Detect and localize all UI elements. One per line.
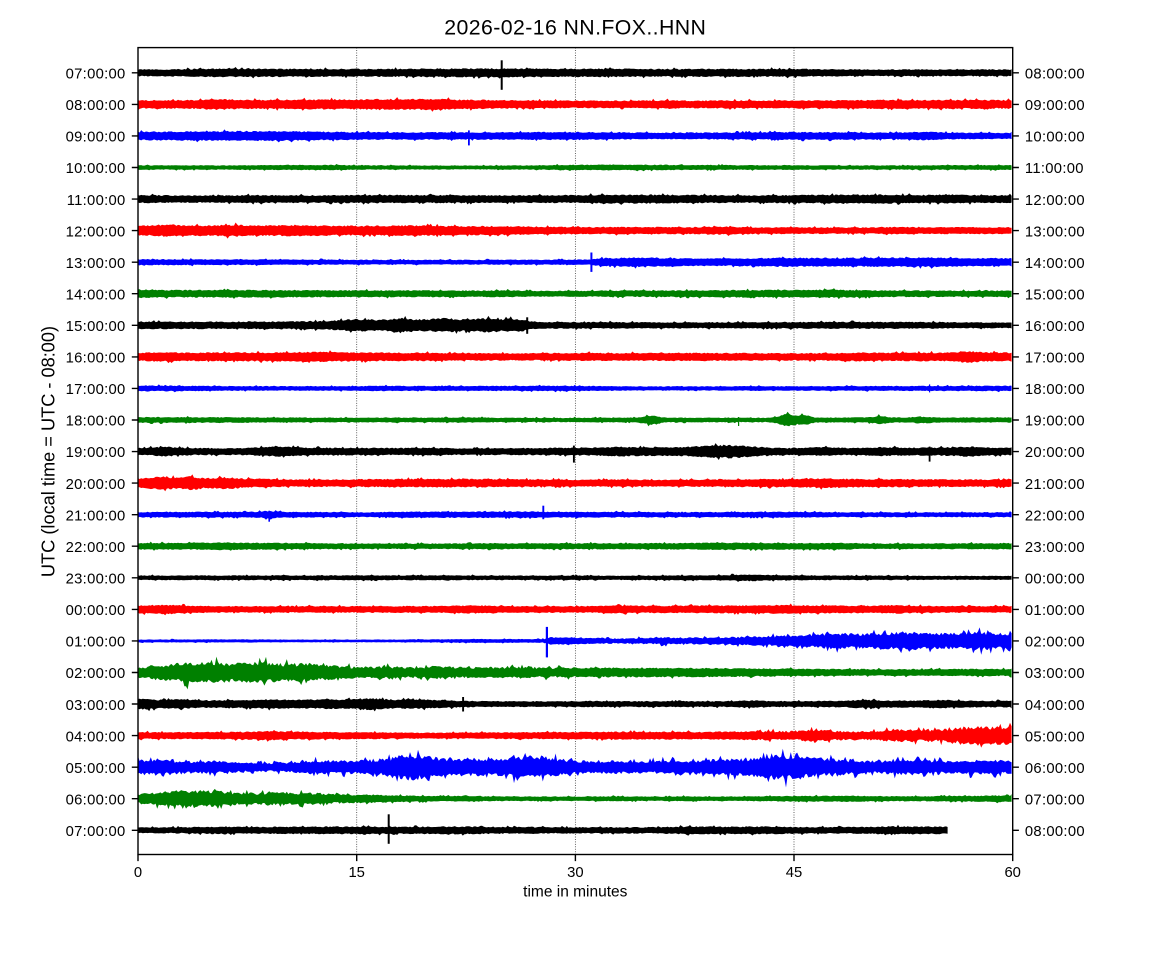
svg-text:23:00:00: 23:00:00 xyxy=(66,572,126,588)
svg-text:15: 15 xyxy=(348,865,364,881)
svg-text:13:00:00: 13:00:00 xyxy=(66,256,126,272)
svg-text:12:00:00: 12:00:00 xyxy=(66,224,126,240)
svg-text:18:00:00: 18:00:00 xyxy=(66,414,126,430)
svg-text:00:00:00: 00:00:00 xyxy=(66,603,126,619)
svg-text:23:00:00: 23:00:00 xyxy=(1025,540,1085,556)
svg-text:00:00:00: 00:00:00 xyxy=(1025,572,1085,588)
svg-text:11:00:00: 11:00:00 xyxy=(1025,161,1084,177)
svg-text:02:00:00: 02:00:00 xyxy=(66,666,126,682)
svg-text:03:00:00: 03:00:00 xyxy=(1025,666,1085,682)
svg-text:14:00:00: 14:00:00 xyxy=(1025,256,1085,272)
svg-text:20:00:00: 20:00:00 xyxy=(66,477,126,493)
svg-text:0: 0 xyxy=(134,865,142,881)
svg-text:45: 45 xyxy=(786,865,802,881)
svg-text:17:00:00: 17:00:00 xyxy=(66,382,126,398)
svg-text:08:00:00: 08:00:00 xyxy=(1025,67,1085,83)
svg-text:21:00:00: 21:00:00 xyxy=(1025,477,1085,493)
svg-text:14:00:00: 14:00:00 xyxy=(66,287,126,303)
svg-text:04:00:00: 04:00:00 xyxy=(66,729,126,745)
svg-text:15:00:00: 15:00:00 xyxy=(1025,287,1085,303)
svg-text:09:00:00: 09:00:00 xyxy=(66,130,126,146)
svg-text:22:00:00: 22:00:00 xyxy=(1025,508,1085,524)
svg-text:13:00:00: 13:00:00 xyxy=(1025,224,1085,240)
svg-text:15:00:00: 15:00:00 xyxy=(66,319,126,335)
svg-text:07:00:00: 07:00:00 xyxy=(1025,792,1085,808)
svg-text:07:00:00: 07:00:00 xyxy=(66,67,126,83)
svg-text:01:00:00: 01:00:00 xyxy=(66,635,126,651)
svg-text:08:00:00: 08:00:00 xyxy=(66,98,126,114)
svg-text:30: 30 xyxy=(567,865,583,881)
svg-text:17:00:00: 17:00:00 xyxy=(1025,351,1085,367)
svg-text:03:00:00: 03:00:00 xyxy=(66,698,126,714)
svg-text:time in minutes: time in minutes xyxy=(523,884,627,901)
svg-text:19:00:00: 19:00:00 xyxy=(66,445,126,461)
svg-text:10:00:00: 10:00:00 xyxy=(66,161,126,177)
svg-text:04:00:00: 04:00:00 xyxy=(1025,698,1085,714)
svg-text:22:00:00: 22:00:00 xyxy=(66,540,126,556)
svg-text:05:00:00: 05:00:00 xyxy=(66,761,126,777)
svg-text:16:00:00: 16:00:00 xyxy=(66,351,126,367)
svg-text:06:00:00: 06:00:00 xyxy=(1025,761,1085,777)
svg-text:08:00:00: 08:00:00 xyxy=(1025,824,1085,840)
svg-text:60: 60 xyxy=(1004,865,1020,881)
svg-text:16:00:00: 16:00:00 xyxy=(1025,319,1085,335)
svg-text:02:00:00: 02:00:00 xyxy=(1025,635,1085,651)
svg-text:07:00:00: 07:00:00 xyxy=(66,824,126,840)
svg-text:09:00:00: 09:00:00 xyxy=(1025,98,1085,114)
svg-text:18:00:00: 18:00:00 xyxy=(1025,382,1085,398)
svg-text:10:00:00: 10:00:00 xyxy=(1025,130,1085,146)
svg-text:UTC (local time = UTC - 08:00): UTC (local time = UTC - 08:00) xyxy=(38,326,58,577)
svg-text:12:00:00: 12:00:00 xyxy=(1025,193,1085,209)
svg-text:05:00:00: 05:00:00 xyxy=(1025,729,1085,745)
svg-text:19:00:00: 19:00:00 xyxy=(1025,414,1085,430)
svg-text:2026-02-16 NN.FOX..HNN: 2026-02-16 NN.FOX..HNN xyxy=(444,16,706,40)
svg-text:01:00:00: 01:00:00 xyxy=(1025,603,1085,619)
svg-text:06:00:00: 06:00:00 xyxy=(66,792,126,808)
svg-text:20:00:00: 20:00:00 xyxy=(1025,445,1085,461)
svg-text:21:00:00: 21:00:00 xyxy=(66,508,126,524)
svg-text:11:00:00: 11:00:00 xyxy=(67,193,126,209)
